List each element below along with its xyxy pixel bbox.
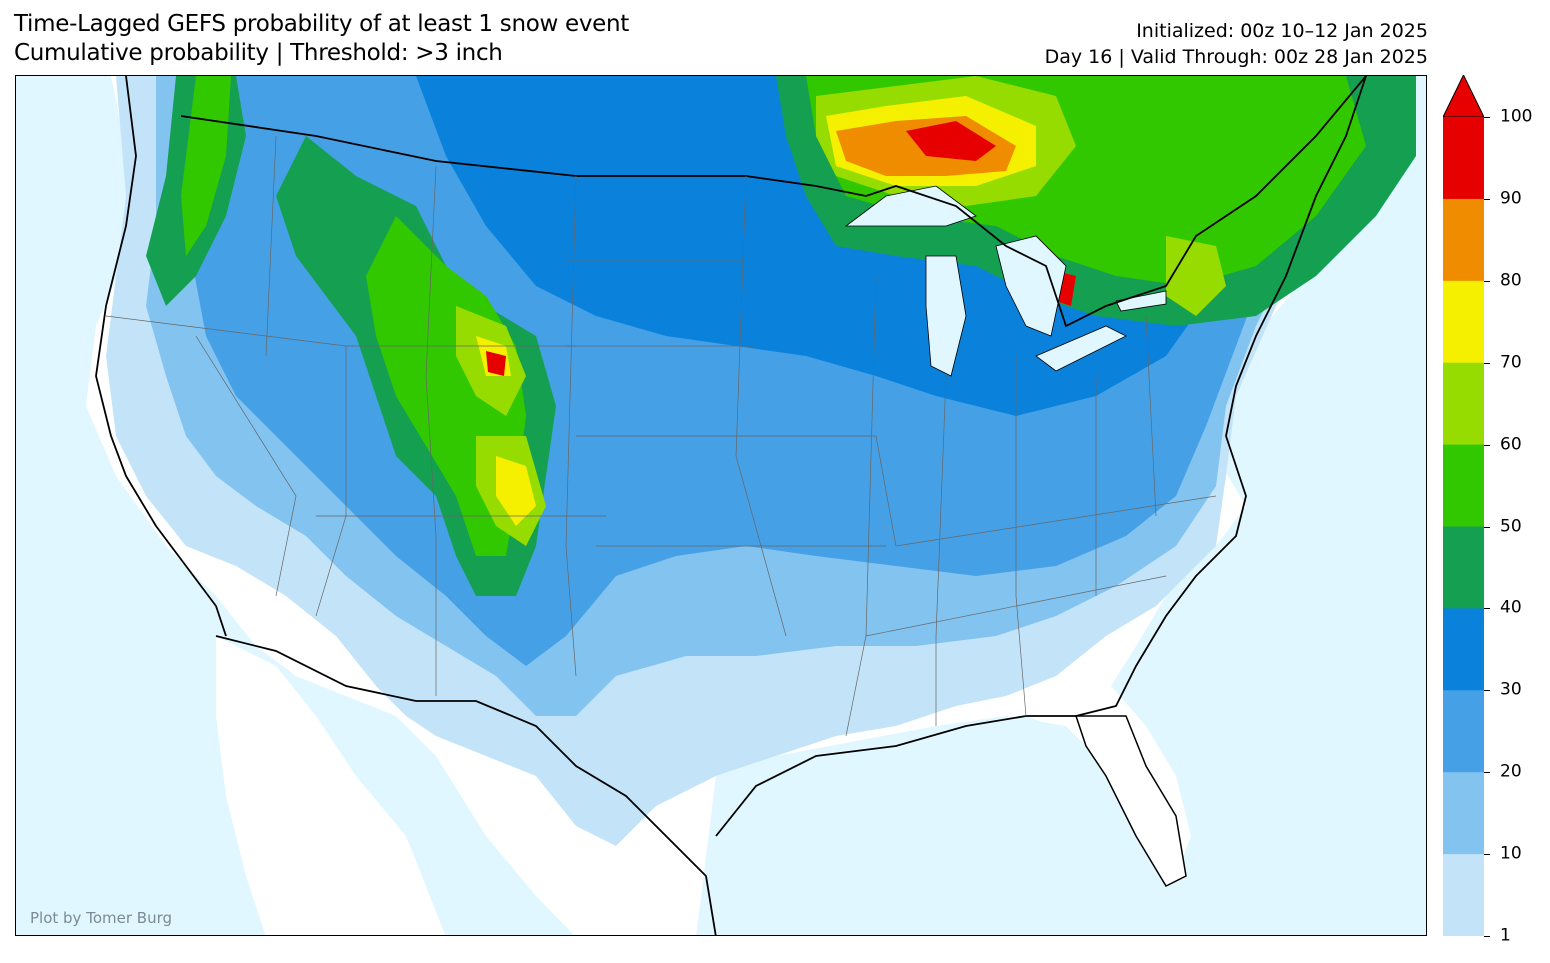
florida-land: [1074, 715, 1187, 887]
title-line-1: Time-Lagged GEFS probability of at least…: [14, 11, 630, 37]
mexico-border: [215, 635, 717, 935]
map-title: Time-Lagged GEFS probability of at least…: [14, 10, 629, 68]
colorbar-tick: [1484, 117, 1490, 118]
run-info: Initialized: 00z 10–12 Jan 2025 Day 16 |…: [1045, 18, 1428, 70]
colorbar-label: 80: [1500, 270, 1522, 291]
lake-huron: [995, 235, 1067, 337]
valid-time: Day 16 | Valid Through: 00z 28 Jan 2025: [1044, 46, 1428, 68]
west-coastline: [95, 76, 227, 637]
colorbar-segment: [1443, 198, 1484, 282]
colorbar-arrow: [1443, 75, 1484, 118]
colorbar-tick: [1484, 690, 1490, 692]
colorbar-segment: [1443, 854, 1484, 936]
lake-superior: [844, 185, 977, 227]
colorbar-tick: [1484, 772, 1490, 774]
lake-erie: [1035, 325, 1127, 372]
prob-90-100-wy: [486, 351, 506, 376]
mexico-land: [216, 636, 446, 935]
colorbar-label: 100: [1500, 106, 1533, 127]
prob-70-80-co: [496, 456, 536, 526]
colorbar-tick: [1484, 608, 1490, 610]
colorbar-label: 70: [1500, 352, 1522, 373]
init-time: Initialized: 00z 10–12 Jan 2025: [1136, 20, 1428, 42]
map-panel: Plot by Tomer Burg: [15, 75, 1427, 936]
colorbar-label: 90: [1500, 188, 1522, 209]
gulf-of-mexico: [696, 716, 1176, 935]
colorbar-label: 50: [1500, 516, 1522, 536]
colorbar-segment: [1443, 444, 1484, 527]
colorbar-tick: [1484, 198, 1490, 200]
title-line-2: Cumulative probability | Threshold: >3 i…: [14, 40, 503, 66]
colorbar-label: 20: [1500, 761, 1522, 782]
colorbar-tick: [1484, 854, 1490, 856]
colorbar-tick: [1484, 526, 1490, 528]
colorbar-segment: [1443, 362, 1484, 446]
colorbar-label: 40: [1500, 597, 1522, 618]
colorbar-segment: [1443, 772, 1484, 855]
colorbar-tick: [1484, 362, 1490, 364]
colorbar-tick: [1484, 280, 1490, 282]
lake-michigan: [925, 255, 967, 377]
colorbar-tick: [1484, 444, 1490, 446]
colorbar-label: 60: [1500, 434, 1522, 455]
colorbar-segment: [1443, 280, 1484, 364]
colorbar-label: 1: [1500, 925, 1511, 946]
prob-60-70-east: [1166, 236, 1226, 316]
colorbar-segment: [1443, 690, 1484, 773]
east-coastline: [1075, 76, 1367, 717]
snow-probability-map: [86, 76, 1416, 935]
state-boundaries: [105, 135, 1217, 737]
lake-ontario: [1115, 290, 1167, 312]
colorbar-svg: [1443, 75, 1484, 936]
colorbar-segment: [1443, 117, 1484, 200]
colorbar-tick: [1484, 936, 1490, 937]
colorbar-label: 10: [1500, 843, 1522, 864]
colorbar-segment: [1443, 526, 1484, 609]
colorbar-label: 30: [1500, 679, 1522, 700]
credit-text: Plot by Tomer Burg: [30, 909, 172, 927]
colorbar-segment: [1443, 608, 1484, 691]
canada-border: [180, 76, 1367, 328]
prob-90-100: [906, 121, 996, 161]
